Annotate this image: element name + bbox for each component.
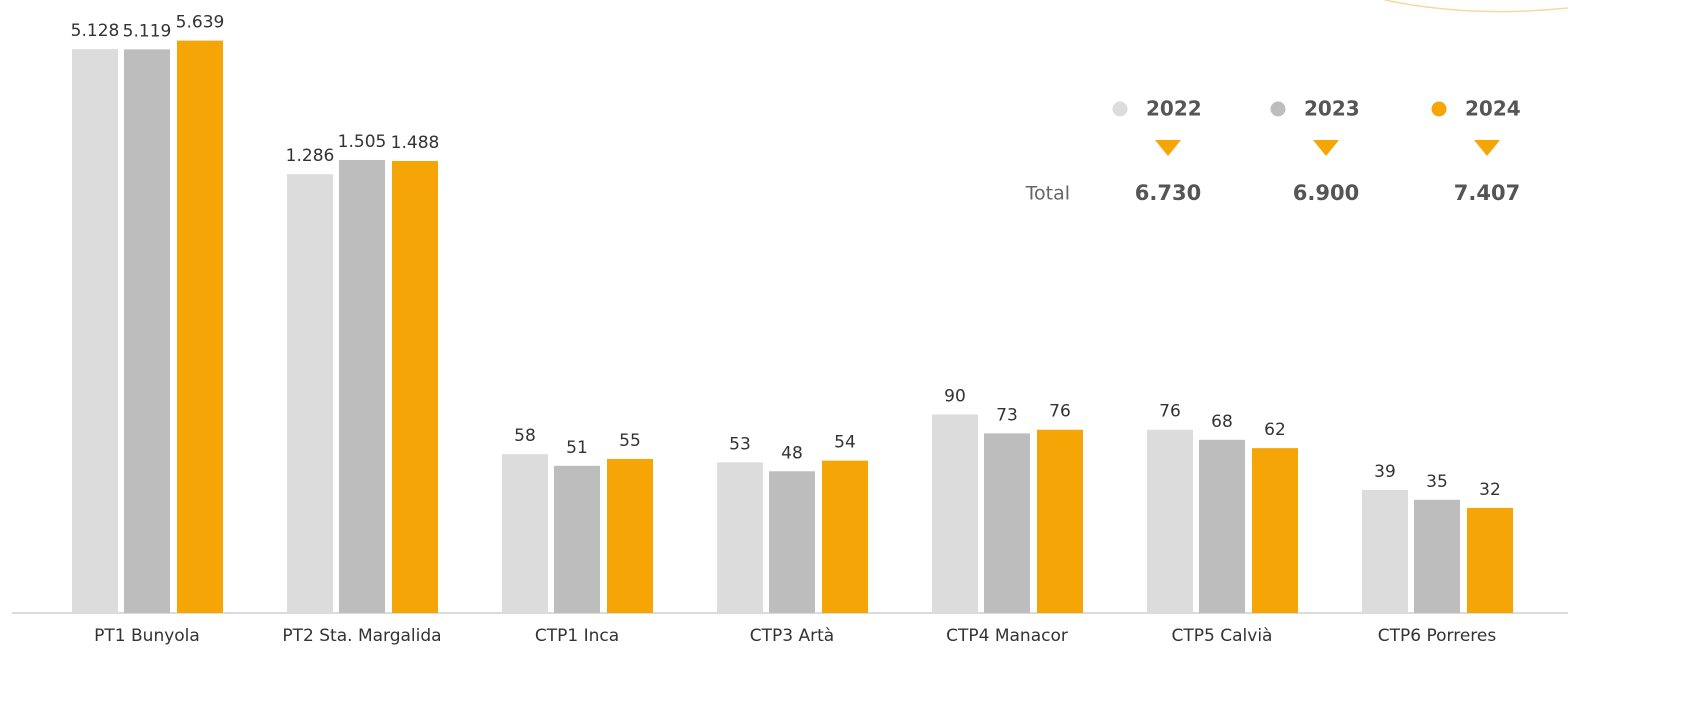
value-label: 1.286 xyxy=(286,146,335,166)
value-label: 90 xyxy=(944,386,966,406)
legend-arrow xyxy=(1313,140,1339,156)
bar xyxy=(1467,507,1513,613)
bar xyxy=(287,174,333,613)
total-value: 7.407 xyxy=(1454,181,1520,205)
value-label: 53 xyxy=(729,434,751,454)
value-label: 76 xyxy=(1159,402,1181,422)
legend-label: 2023 xyxy=(1304,97,1360,121)
bar xyxy=(984,433,1030,613)
value-label: 48 xyxy=(781,443,803,463)
value-label: 51 xyxy=(566,438,588,458)
bar xyxy=(177,40,223,614)
value-label: 32 xyxy=(1479,480,1501,500)
bar xyxy=(1414,499,1460,613)
value-label: 62 xyxy=(1264,420,1286,440)
bar xyxy=(717,462,763,613)
value-label: 39 xyxy=(1374,462,1396,482)
bar xyxy=(502,454,548,613)
bar xyxy=(769,471,815,613)
bar xyxy=(1362,490,1408,613)
bar xyxy=(1037,429,1083,613)
value-label: 58 xyxy=(514,426,536,446)
x-tick-label: CTP6 Porreres xyxy=(1378,626,1497,646)
bar xyxy=(607,458,653,613)
legend-dot xyxy=(1270,101,1286,117)
legend-label: 2024 xyxy=(1465,97,1521,121)
legend-dot xyxy=(1112,101,1128,117)
x-tick-label: CTP1 Inca xyxy=(535,626,619,646)
legend-arrow xyxy=(1155,140,1181,156)
x-tick-label: PT1 Bunyola xyxy=(94,626,200,646)
value-label: 35 xyxy=(1426,472,1448,492)
bar xyxy=(392,160,438,614)
x-tick-label: CTP5 Calvià xyxy=(1172,626,1273,646)
legend-dot xyxy=(1431,101,1447,117)
legend-arrow xyxy=(1474,140,1500,156)
value-label: 1.505 xyxy=(338,132,387,152)
bar xyxy=(932,414,978,613)
bar xyxy=(1199,439,1245,613)
bar xyxy=(822,460,868,613)
bar xyxy=(339,159,385,614)
x-tick-label: PT2 Sta. Margalida xyxy=(282,626,441,646)
value-label: 54 xyxy=(834,433,856,453)
x-tick-label: CTP3 Artà xyxy=(750,626,834,646)
value-label: 73 xyxy=(996,405,1018,425)
value-label: 55 xyxy=(619,431,641,451)
value-label: 68 xyxy=(1211,412,1233,432)
total-value: 6.730 xyxy=(1135,181,1201,205)
bar xyxy=(1252,448,1298,613)
value-label: 5.128 xyxy=(71,21,120,41)
decor-arc xyxy=(1384,0,1569,13)
total-label: Total xyxy=(1025,183,1070,205)
value-label: 1.488 xyxy=(391,133,440,153)
legend-label: 2022 xyxy=(1146,97,1202,121)
value-label: 76 xyxy=(1049,402,1071,422)
bar xyxy=(554,465,600,613)
bar xyxy=(124,49,170,614)
total-value: 6.900 xyxy=(1293,181,1359,205)
bar xyxy=(72,49,118,613)
x-tick-label: CTP4 Manacor xyxy=(946,626,1068,646)
value-label: 5.639 xyxy=(176,13,225,33)
bar xyxy=(1147,429,1193,613)
value-label: 5.119 xyxy=(123,21,172,41)
